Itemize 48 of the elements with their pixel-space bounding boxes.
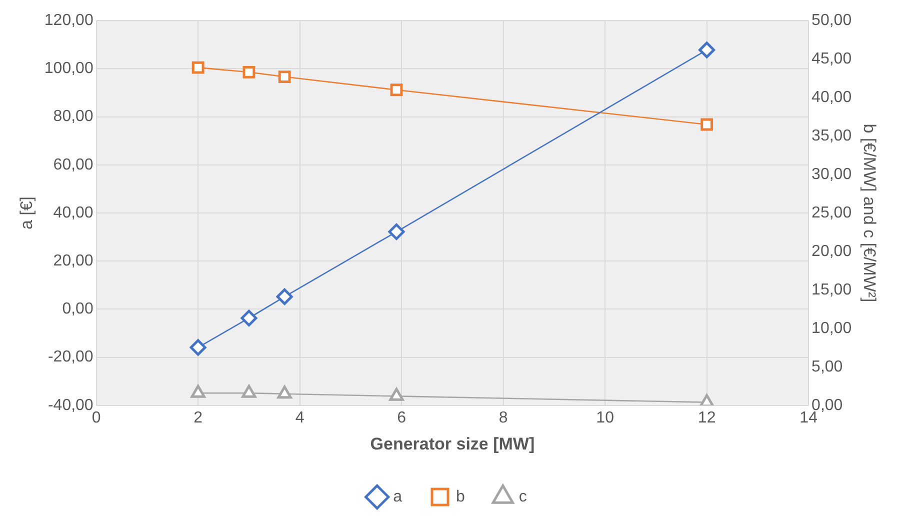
point <box>242 384 256 398</box>
y-tick-label: -20,00 <box>48 348 94 366</box>
x-tick-label: 4 <box>295 409 304 426</box>
y2-tick-label: 40,00 <box>812 88 852 106</box>
y2-tick-label: 5,00 <box>812 358 843 376</box>
point <box>390 84 403 96</box>
x-tick-label: 2 <box>194 409 203 426</box>
point <box>276 288 293 305</box>
point <box>190 384 206 398</box>
x-tick-label: 6 <box>397 409 406 426</box>
point <box>240 310 258 326</box>
y2-tick-label: 50,00 <box>812 12 852 30</box>
point <box>190 339 206 356</box>
y-tick-label: 100,00 <box>44 60 94 78</box>
y2-tick-label: 30,00 <box>812 166 852 183</box>
point <box>700 118 714 131</box>
x-tick-label: 8 <box>498 409 508 426</box>
point <box>277 386 292 399</box>
y-tick-label: 40,00 <box>53 204 94 222</box>
point <box>278 70 291 83</box>
legend-label: a <box>393 488 402 506</box>
x-tick-label: 14 <box>800 409 818 426</box>
point <box>192 61 204 74</box>
y-tick-label: -40,00 <box>48 396 94 414</box>
y2-tick-label: 20,00 <box>812 242 852 260</box>
y2-tick-label: 35,00 <box>812 127 852 144</box>
point <box>700 394 714 406</box>
x-tick-label: 12 <box>698 409 716 426</box>
y-tick-label: 0,00 <box>62 300 94 318</box>
legend-label: c <box>518 488 527 506</box>
point <box>389 388 404 401</box>
x-axis-title: Generator size [MW] <box>370 434 535 454</box>
legend-label: b <box>456 488 465 506</box>
y2-axis-title: b [€/MW] and c [€/MW²] <box>860 124 880 302</box>
y2-tick-label: 15,00 <box>812 281 852 298</box>
y-tick-label: 20,00 <box>53 252 94 270</box>
point <box>242 66 256 78</box>
y2-tick-label: 10,00 <box>812 320 852 337</box>
y-axis-title: a [€] <box>16 196 36 230</box>
y-tick-label: 60,00 <box>53 156 94 174</box>
x-tick-label: 0 <box>92 409 101 426</box>
y2-tick-label: 45,00 <box>812 50 852 68</box>
y-tick-label: 80,00 <box>53 108 94 126</box>
point <box>698 42 716 58</box>
y2-tick-label: 25,00 <box>812 204 852 222</box>
y-tick-label: 120,00 <box>44 12 94 30</box>
point <box>388 224 405 240</box>
x-tick-label: 10 <box>596 409 614 426</box>
